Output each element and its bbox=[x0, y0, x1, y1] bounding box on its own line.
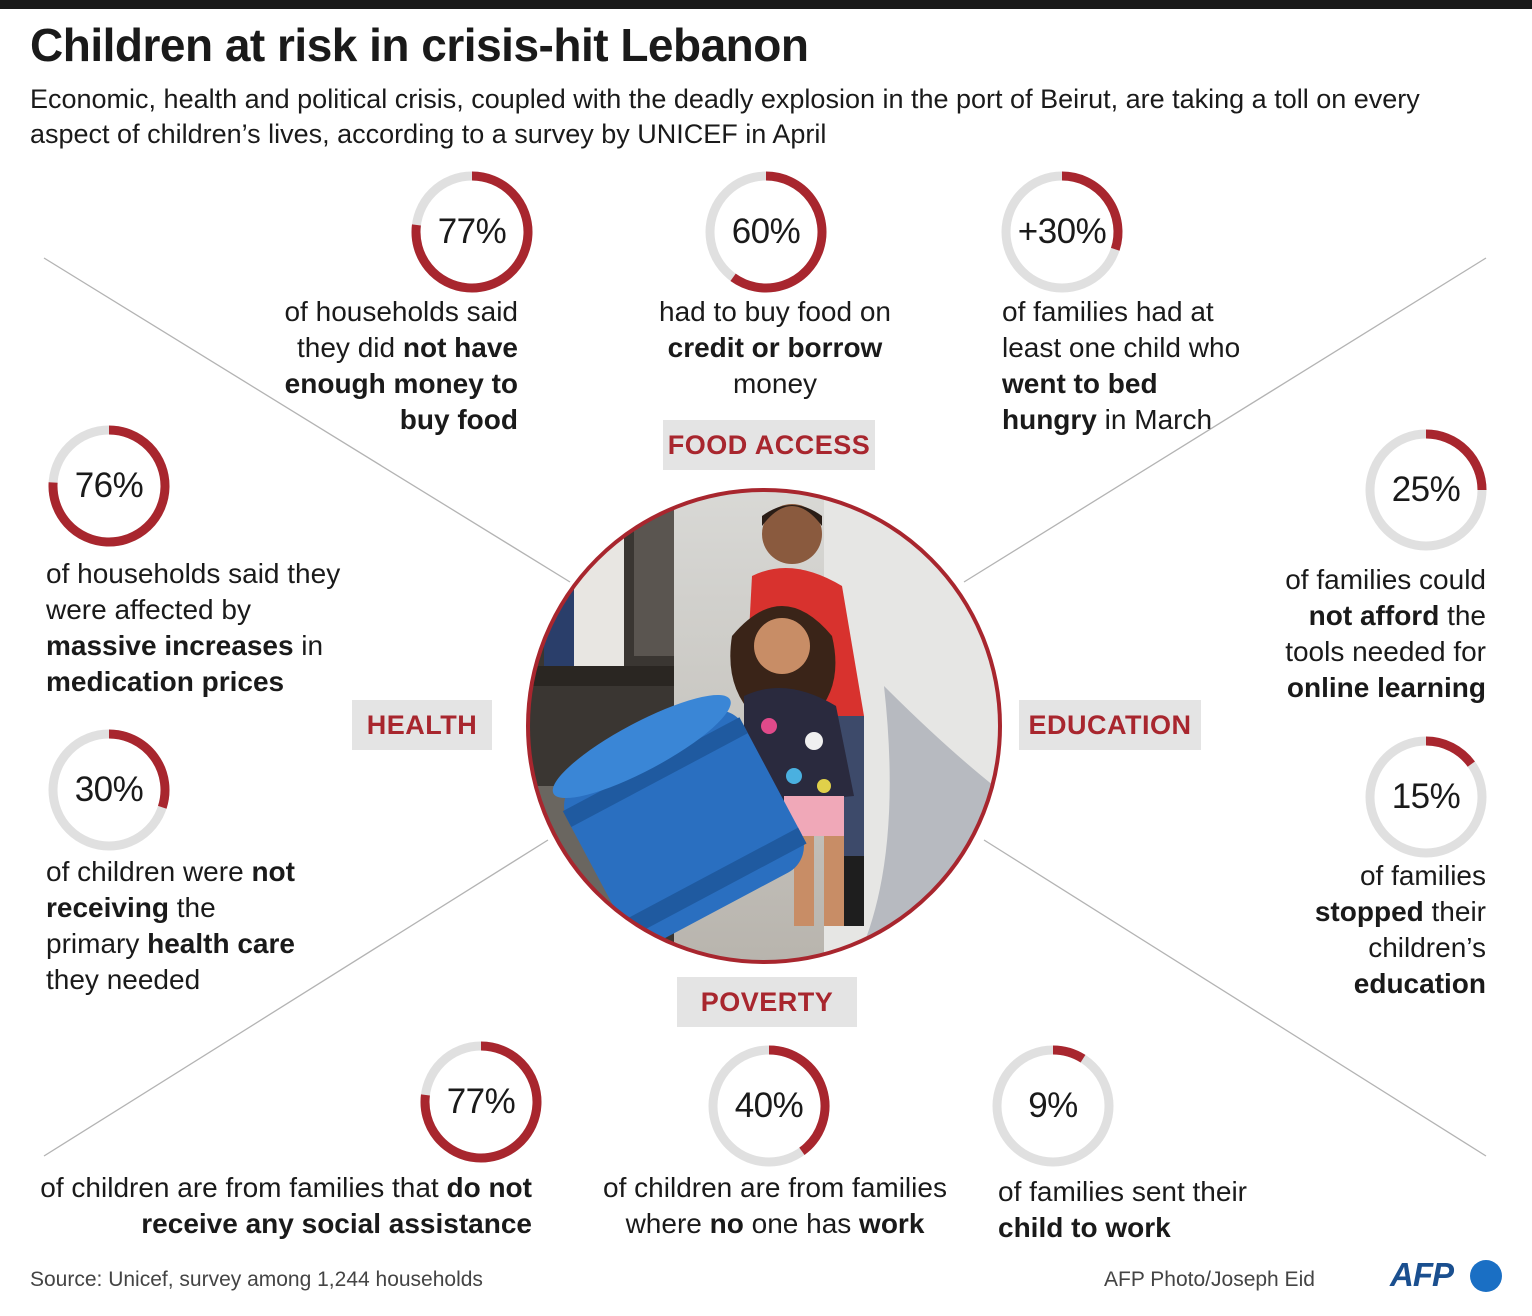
stat-text-bold: not receiving bbox=[46, 856, 295, 923]
stat-text-part: of families sent their bbox=[998, 1176, 1247, 1207]
stat-text-bold: medication prices bbox=[46, 666, 285, 697]
source-note: Source: Unicef, survey among 1,244 house… bbox=[30, 1268, 483, 1291]
stat-text-part: of households said they were affected by bbox=[46, 558, 341, 625]
stat-text-part: their children’s bbox=[1368, 896, 1486, 963]
ring-value-arc bbox=[48, 425, 170, 547]
ring-value-arc bbox=[1061, 171, 1123, 251]
stat-text-part: of children were bbox=[46, 856, 252, 887]
ring-chart bbox=[992, 1045, 1114, 1167]
stat-text-part: the tools needed for bbox=[1285, 600, 1486, 667]
stat-text-food-2: had to buy food on credit or borrow mone… bbox=[642, 294, 908, 402]
stat-text-part: of families had at least one child who bbox=[1002, 296, 1241, 363]
stat-text-food-1: of households said they did not have eno… bbox=[256, 294, 518, 438]
ring-value-arc bbox=[411, 171, 533, 293]
ring-chart bbox=[1365, 736, 1487, 858]
stat-text-bold: not afford bbox=[1308, 600, 1440, 631]
stat-text-bold: no bbox=[709, 1208, 744, 1239]
page-title: Children at risk in crisis-hit Lebanon bbox=[30, 19, 809, 71]
ring-chart bbox=[705, 171, 827, 293]
ring-value-label: 15% bbox=[1391, 777, 1461, 816]
stat-text-part: of families bbox=[1359, 860, 1486, 891]
stat-text-part: of children are from families where bbox=[603, 1172, 947, 1239]
stat-text-bold: online learning bbox=[1286, 672, 1486, 703]
ring-education-1: 25% bbox=[1364, 428, 1488, 552]
stat-text-part: they needed bbox=[46, 964, 201, 995]
ring-value-label: 25% bbox=[1391, 470, 1461, 509]
afp-logo-text: AFP bbox=[1390, 1256, 1454, 1293]
stat-text-education-1: of families could not afford the tools n… bbox=[1246, 562, 1486, 706]
stat-text-health-2: of children were not receiving the prima… bbox=[46, 854, 296, 998]
ring-education-2: 15% bbox=[1364, 735, 1488, 859]
stat-text-part: in March bbox=[1096, 404, 1213, 435]
stat-text-poverty-3: of families sent their child to work bbox=[998, 1174, 1254, 1246]
ring-value-arc bbox=[768, 1045, 830, 1155]
page-subtitle: Economic, health and political crisis, c… bbox=[30, 84, 1420, 149]
stat-text-part: one has bbox=[743, 1208, 860, 1239]
stat-text-poverty-2: of children are from families where no o… bbox=[584, 1170, 966, 1242]
ring-health-1: 76% bbox=[47, 424, 171, 548]
stat-text-bold: not have enough money to buy food bbox=[284, 332, 518, 435]
ring-value-label: 9% bbox=[1028, 1086, 1078, 1125]
stat-text-bold: child to work bbox=[998, 1212, 1171, 1243]
ring-value-arc bbox=[420, 1041, 542, 1163]
stat-text-part: of children are from families that bbox=[40, 1172, 447, 1203]
ring-value-label: 77% bbox=[437, 212, 507, 251]
stat-text-bold: education bbox=[1353, 968, 1486, 999]
ring-chart bbox=[411, 171, 533, 293]
ring-value-label: 77% bbox=[446, 1082, 516, 1121]
ring-value-arc bbox=[730, 171, 827, 293]
afp-logo-dot bbox=[1470, 1260, 1502, 1292]
stat-text-bold: stopped bbox=[1314, 896, 1424, 927]
ring-value-arc bbox=[1425, 736, 1475, 767]
tag-food-access: FOOD ACCESS bbox=[663, 420, 875, 470]
stat-text-bold: work bbox=[859, 1208, 925, 1239]
stat-text-food-3: of families had at least one child who w… bbox=[1002, 294, 1242, 438]
children-photo bbox=[526, 488, 1002, 964]
ring-value-arc bbox=[1425, 429, 1487, 491]
stat-text-bold: massive increases bbox=[46, 630, 294, 661]
ring-poverty-2: 40% bbox=[707, 1044, 831, 1168]
ring-value-label: 60% bbox=[731, 212, 801, 251]
tag-education: EDUCATION bbox=[1019, 700, 1201, 750]
stat-text-part: had to buy food on bbox=[659, 296, 891, 327]
stat-text-health-1: of households said they were affected by… bbox=[46, 556, 346, 700]
stat-text-bold: do not receive any social assistance bbox=[141, 1172, 532, 1239]
ring-value-label: 40% bbox=[734, 1086, 804, 1125]
ring-chart bbox=[1001, 171, 1123, 293]
ring-food-2: 60% bbox=[704, 170, 828, 294]
stat-text-part: money bbox=[732, 368, 818, 399]
stat-text-part: in bbox=[293, 630, 324, 661]
ring-chart bbox=[48, 729, 170, 851]
ring-health-2: 30% bbox=[47, 728, 171, 852]
stat-text-bold: health care bbox=[147, 928, 295, 959]
photo-credit: AFP Photo/Joseph Eid bbox=[1104, 1268, 1315, 1291]
ring-chart bbox=[1365, 429, 1487, 551]
stat-text-education-2: of families stopped their children’s edu… bbox=[1266, 858, 1486, 1002]
stat-text-poverty-1: of children are from families that do no… bbox=[40, 1170, 532, 1242]
ring-food-1: 77% bbox=[410, 170, 534, 294]
stat-text-part: the primary bbox=[46, 892, 216, 959]
stat-text-part: of families could bbox=[1285, 564, 1486, 595]
ring-chart bbox=[48, 425, 170, 547]
tag-health: HEALTH bbox=[352, 700, 492, 750]
afp-logo: AFP bbox=[1390, 1256, 1510, 1300]
ring-poverty-3: 9% bbox=[991, 1044, 1115, 1168]
ring-chart bbox=[708, 1045, 830, 1167]
stat-text-bold: credit or borrow bbox=[667, 332, 883, 363]
stat-text-part: of households said they did bbox=[284, 296, 518, 363]
ring-value-label: +30% bbox=[1017, 212, 1107, 251]
ring-value-label: 76% bbox=[74, 466, 144, 505]
ring-chart bbox=[420, 1041, 542, 1163]
ring-poverty-1: 77% bbox=[419, 1040, 543, 1164]
ring-value-label: 30% bbox=[74, 770, 144, 809]
tag-poverty: POVERTY bbox=[677, 977, 857, 1027]
ring-value-arc bbox=[108, 729, 170, 809]
stat-text-bold: went to bed hungry bbox=[1002, 368, 1158, 435]
ring-food-3: +30% bbox=[1000, 170, 1124, 294]
top-bar bbox=[0, 0, 1532, 9]
ring-value-arc bbox=[1052, 1045, 1086, 1063]
